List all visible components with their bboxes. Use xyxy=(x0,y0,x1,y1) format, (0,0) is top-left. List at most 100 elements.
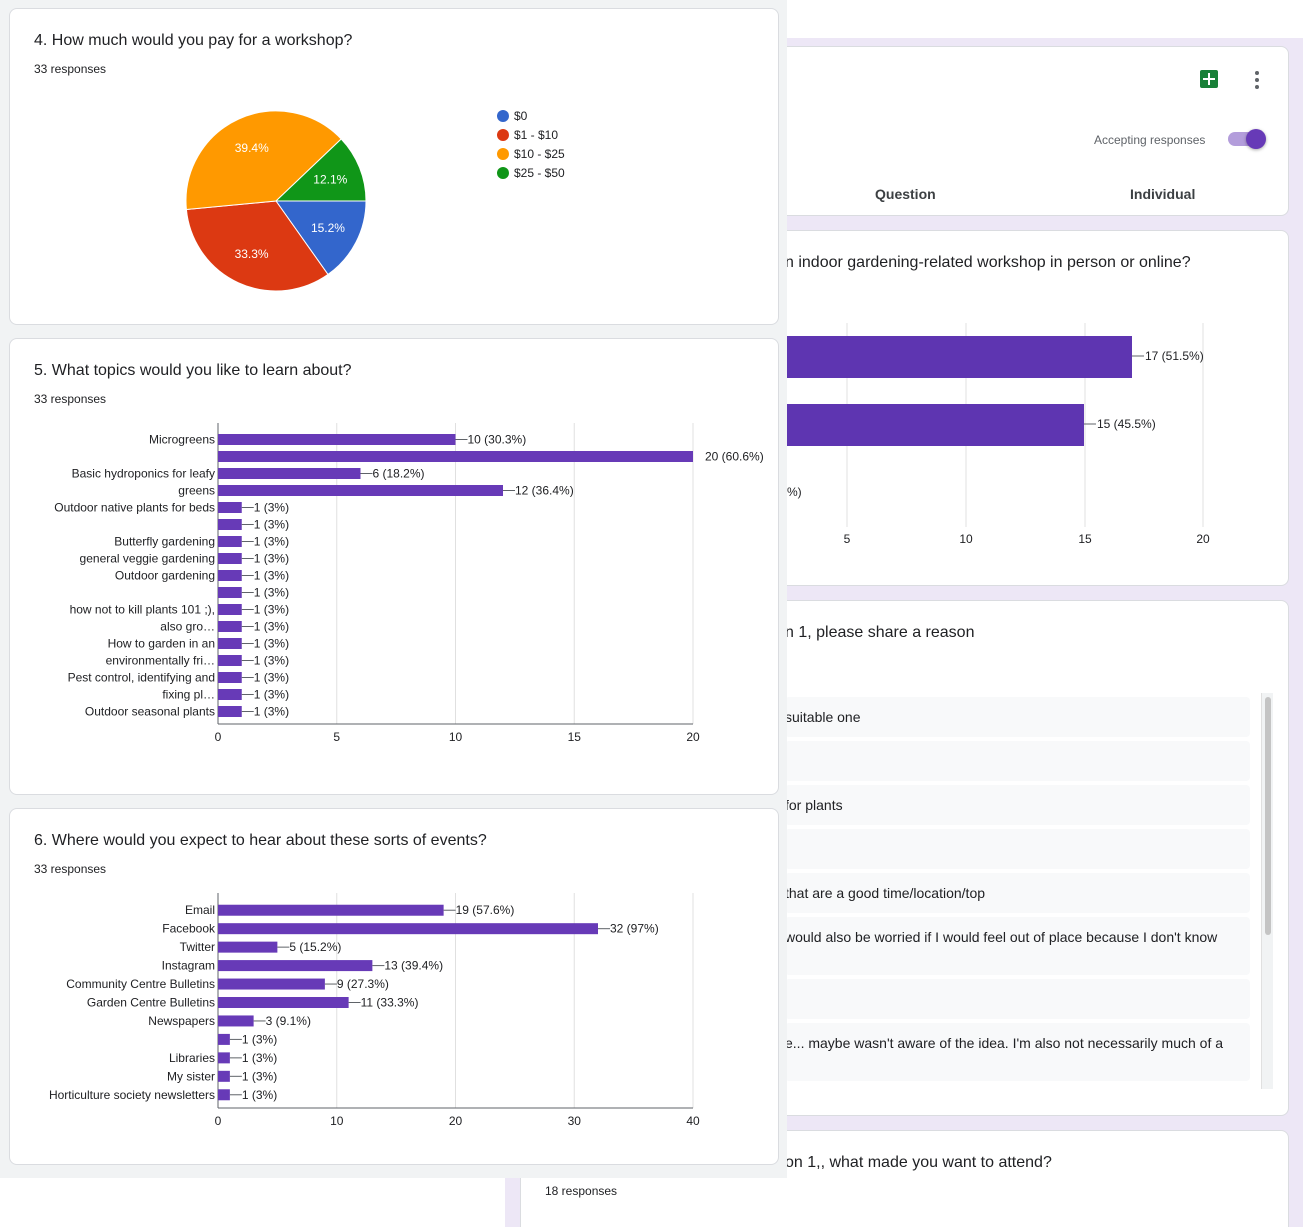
bar xyxy=(218,941,278,953)
question-card-pay: 4. How much would you pay for a workshop… xyxy=(9,8,779,325)
response-item: for plants xyxy=(785,785,1250,825)
response-count: 33 responses xyxy=(34,862,107,876)
bar xyxy=(218,519,242,530)
x-tick-label: 15 xyxy=(568,730,582,744)
bar-value-label: 3 (9.1%) xyxy=(266,1014,311,1028)
bar xyxy=(218,689,242,700)
question-title: n indoor gardening-related workshop in p… xyxy=(785,254,1191,271)
x-tick-label: 5 xyxy=(333,730,340,744)
bar xyxy=(218,978,325,990)
response-list-scrollbar[interactable] xyxy=(1261,693,1273,1089)
response-list: suitable one for plants that are a good … xyxy=(785,697,1255,1089)
legend-swatch xyxy=(497,129,509,141)
legend-item: $0 xyxy=(497,109,527,123)
bar-value-label: 19 (57.6%) xyxy=(456,903,515,917)
category-label: Outdoor seasonal plants xyxy=(85,705,215,719)
bar-value-label: 9 (27.3%) xyxy=(337,977,389,991)
bar-value-label: 5 (15.2%) xyxy=(289,940,341,954)
bar-value-label: 32 (97%) xyxy=(610,922,659,936)
accepting-responses-label: Accepting responses xyxy=(1094,133,1206,147)
toggle-knob[interactable] xyxy=(1246,129,1266,149)
response-item: e... maybe wasn't aware of the idea. I'm… xyxy=(785,1023,1250,1081)
x-tick-label: 0 xyxy=(215,1114,222,1128)
response-item xyxy=(785,979,1250,1019)
bar-value-label: %) xyxy=(787,485,802,499)
bar-value-label: 1 (3%) xyxy=(254,603,289,617)
category-label: Garden Centre Bulletins xyxy=(87,996,215,1010)
pie-slice xyxy=(274,138,367,202)
pie-slice-label: 12.1% xyxy=(313,172,347,186)
category-label: How to garden in an xyxy=(108,637,215,651)
x-tick-label: 20 xyxy=(1196,532,1210,546)
x-tick-label: 15 xyxy=(1078,532,1092,546)
x-tick-label: 10 xyxy=(449,730,463,744)
response-item xyxy=(785,829,1250,869)
x-tick-label: 20 xyxy=(449,1114,463,1128)
bar-value-label: 20 (60.6%) xyxy=(705,450,764,464)
pie-slice xyxy=(275,200,367,276)
response-item: suitable one xyxy=(785,697,1250,737)
sheets-icon[interactable] xyxy=(1200,70,1218,88)
pie-slice-label: 33.3% xyxy=(235,247,269,261)
more-vert-icon[interactable] xyxy=(1255,71,1259,89)
legend-label: $25 - $50 xyxy=(514,166,565,180)
x-tick-label: 40 xyxy=(686,1114,700,1128)
category-label: Pest control, identifying and xyxy=(68,671,215,685)
category-label: Outdoor gardening xyxy=(115,569,215,583)
bar xyxy=(218,1033,230,1045)
bar-value-label: 1 (3%) xyxy=(242,1032,277,1046)
bar xyxy=(218,1052,230,1064)
bar-value-label: 1 (3%) xyxy=(242,1069,277,1083)
category-label: Libraries xyxy=(169,1051,215,1065)
x-tick-label: 10 xyxy=(959,532,973,546)
bar-value-label: 13 (39.4%) xyxy=(384,959,443,973)
legend-item: $1 - $10 xyxy=(497,128,558,142)
x-tick-label: 20 xyxy=(686,730,700,744)
bar xyxy=(218,904,444,916)
bar-value-label: 1 (3%) xyxy=(254,671,289,685)
pie-slice-label: 15.2% xyxy=(311,221,345,235)
bar xyxy=(218,997,349,1008)
bar-value-label: 11 (33.3%) xyxy=(361,996,419,1010)
bar xyxy=(218,638,242,649)
category-label: Instagram xyxy=(162,959,215,973)
bar xyxy=(218,451,693,462)
category-label: how not to kill plants 101 ;), xyxy=(70,603,215,617)
bar-value-label: 1 (3%) xyxy=(254,705,289,719)
legend-label: $1 - $10 xyxy=(514,128,559,142)
tab-question[interactable]: Question xyxy=(875,186,936,202)
bar-value-label: 10 (30.3%) xyxy=(468,433,527,447)
question-title: 5. What topics would you like to learn a… xyxy=(34,362,352,379)
response-count: 18 responses xyxy=(545,1184,618,1198)
category-label: Butterfly gardening xyxy=(114,535,215,549)
legend-swatch xyxy=(497,148,509,160)
question-title: on 1,, what made you want to attend? xyxy=(785,1154,1052,1171)
bar-value-label: 12 (36.4%) xyxy=(515,484,574,498)
bar xyxy=(218,434,456,445)
bar xyxy=(218,960,373,972)
bar xyxy=(218,485,503,496)
category-label: environmentally fri… xyxy=(106,654,215,668)
legend-swatch xyxy=(497,110,509,122)
bar xyxy=(218,536,242,547)
bar-value-label: 1 (3%) xyxy=(254,569,289,583)
bar xyxy=(218,587,242,598)
bar-value-label: 1 (3%) xyxy=(254,620,289,634)
pie-slice xyxy=(185,110,342,211)
bar-value-label: 1 (3%) xyxy=(254,637,289,651)
bar xyxy=(218,553,242,564)
question-card-channels: 6. Where would you expect to hear about … xyxy=(9,808,779,1165)
response-item: would also be worried if I would feel ou… xyxy=(785,917,1250,975)
bar xyxy=(218,468,361,479)
tab-individual[interactable]: Individual xyxy=(1130,186,1196,202)
scrollbar-thumb[interactable] xyxy=(1265,697,1271,935)
bar xyxy=(218,655,242,666)
question-card-topics: 5. What topics would you like to learn a… xyxy=(9,338,779,795)
pie-slice xyxy=(185,200,329,292)
bar-chart-channels: 0 10 20 30 40 19 (57.6%) Email 32 (97%) Facebook… xyxy=(49,893,700,1128)
bar xyxy=(218,570,242,581)
bar xyxy=(218,923,598,935)
bar-value-label: 1 (3%) xyxy=(254,552,289,566)
category-label: Horticulture society newsletters xyxy=(49,1088,215,1102)
bar-value-label: 15 (45.5%) xyxy=(1097,417,1156,431)
